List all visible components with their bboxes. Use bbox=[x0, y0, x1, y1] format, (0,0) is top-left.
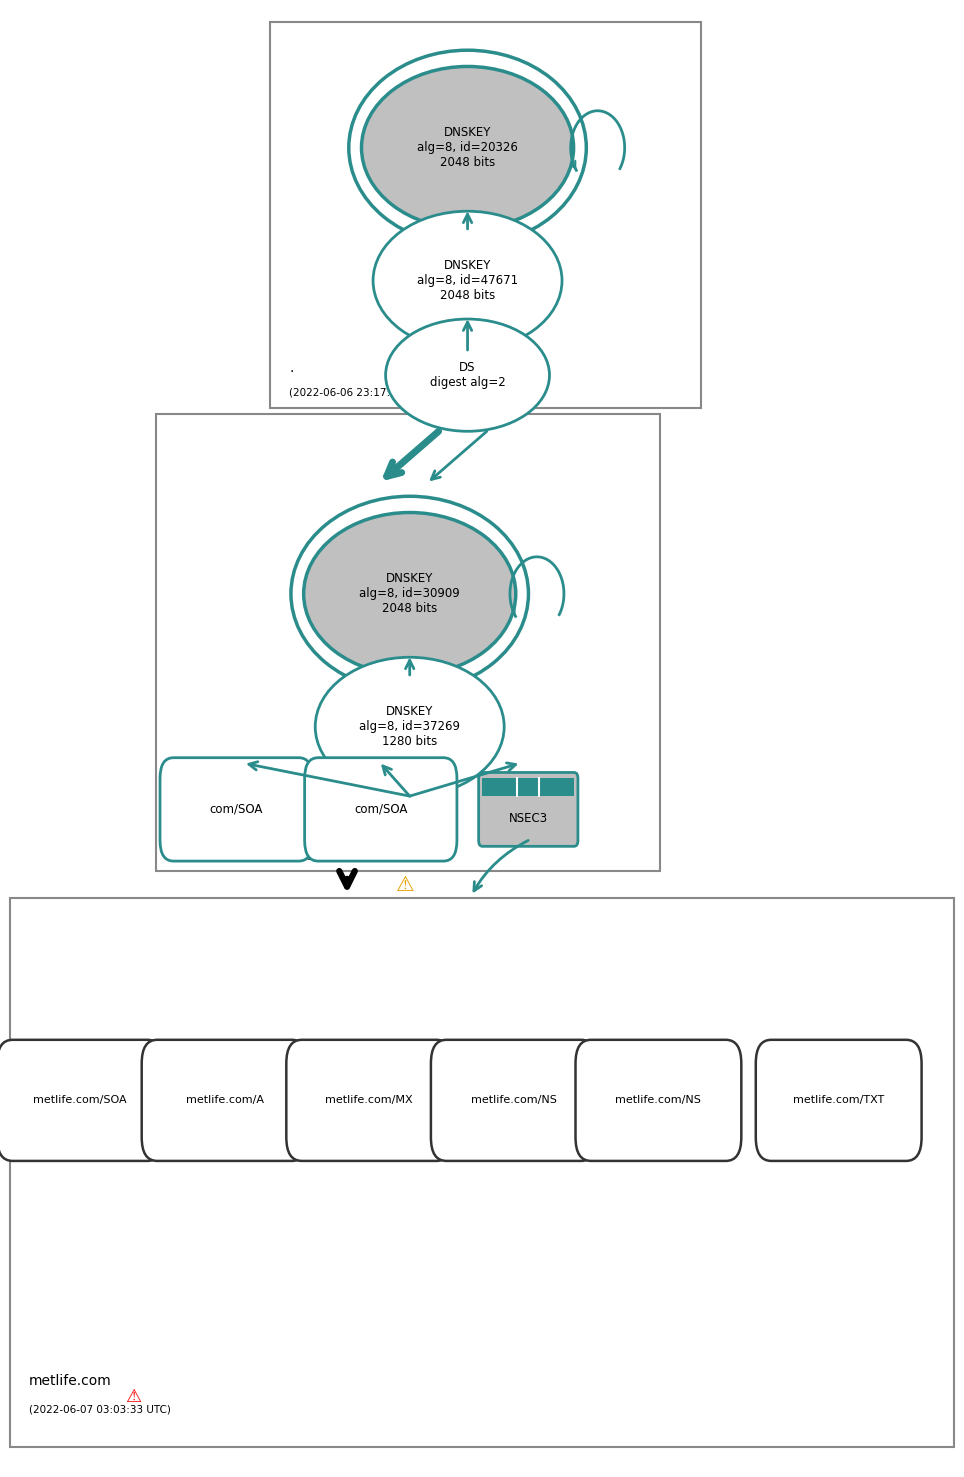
FancyBboxPatch shape bbox=[10, 898, 954, 1447]
Text: ⚠: ⚠ bbox=[395, 874, 415, 895]
Ellipse shape bbox=[315, 657, 504, 796]
FancyBboxPatch shape bbox=[0, 1040, 163, 1161]
Text: ⚠: ⚠ bbox=[125, 1388, 142, 1406]
Text: metlife.com/TXT: metlife.com/TXT bbox=[793, 1096, 884, 1105]
Text: metlife.com/NS: metlife.com/NS bbox=[615, 1096, 702, 1105]
FancyBboxPatch shape bbox=[576, 1040, 741, 1161]
Text: DNSKEY
alg=8, id=37269
1280 bits: DNSKEY alg=8, id=37269 1280 bits bbox=[360, 705, 460, 749]
Text: DNSKEY
alg=8, id=30909
2048 bits: DNSKEY alg=8, id=30909 2048 bits bbox=[360, 572, 460, 616]
Text: (2022-06-06 23:24:21 UTC): (2022-06-06 23:24:21 UTC) bbox=[175, 851, 317, 861]
Text: DNSKEY
alg=8, id=47671
2048 bits: DNSKEY alg=8, id=47671 2048 bits bbox=[417, 258, 518, 303]
Text: metlife.com/NS: metlife.com/NS bbox=[470, 1096, 557, 1105]
Text: DS
digest alg=2: DS digest alg=2 bbox=[430, 362, 505, 388]
Text: metlife.com: metlife.com bbox=[29, 1375, 112, 1388]
Ellipse shape bbox=[362, 66, 574, 229]
Text: (2022-06-07 03:03:33 UTC): (2022-06-07 03:03:33 UTC) bbox=[29, 1405, 171, 1415]
Text: com: com bbox=[175, 826, 205, 839]
Ellipse shape bbox=[304, 513, 516, 675]
FancyBboxPatch shape bbox=[286, 1040, 452, 1161]
Text: DNSKEY
alg=8, id=20326
2048 bits: DNSKEY alg=8, id=20326 2048 bits bbox=[417, 126, 518, 170]
Text: com/SOA: com/SOA bbox=[209, 803, 263, 815]
FancyBboxPatch shape bbox=[431, 1040, 597, 1161]
FancyBboxPatch shape bbox=[483, 778, 575, 796]
Text: com/SOA: com/SOA bbox=[354, 803, 408, 815]
FancyBboxPatch shape bbox=[305, 758, 457, 861]
Text: metlife.com/MX: metlife.com/MX bbox=[326, 1096, 413, 1105]
Text: (2022-06-06 23:17:32 UTC): (2022-06-06 23:17:32 UTC) bbox=[289, 387, 431, 397]
Text: metlife.com/SOA: metlife.com/SOA bbox=[33, 1096, 127, 1105]
FancyBboxPatch shape bbox=[270, 22, 701, 408]
Ellipse shape bbox=[373, 211, 562, 350]
Ellipse shape bbox=[386, 319, 549, 431]
Text: metlife.com/A: metlife.com/A bbox=[186, 1096, 263, 1105]
FancyBboxPatch shape bbox=[142, 1040, 308, 1161]
FancyBboxPatch shape bbox=[156, 414, 660, 871]
Text: NSEC3: NSEC3 bbox=[509, 812, 548, 824]
FancyBboxPatch shape bbox=[479, 772, 578, 846]
FancyBboxPatch shape bbox=[160, 758, 312, 861]
Text: .: . bbox=[289, 362, 294, 375]
FancyBboxPatch shape bbox=[756, 1040, 922, 1161]
